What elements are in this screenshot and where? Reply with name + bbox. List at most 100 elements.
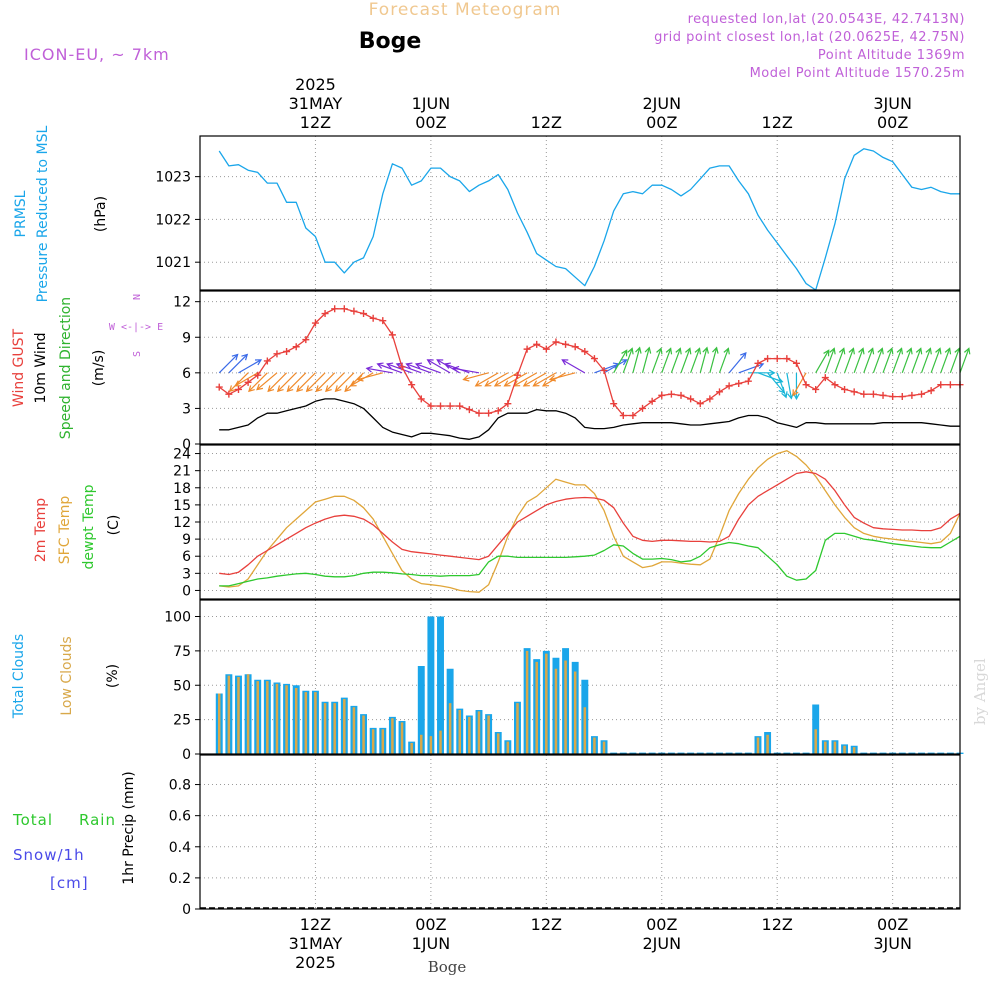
precip-snow-label: Snow/1h [13,846,85,864]
top-time-label: 31MAY [289,94,343,113]
gust-marker [860,390,868,398]
gust-marker [533,340,541,348]
wind-arrow-head [376,362,384,369]
wind-arrow-head [248,385,255,393]
low-cloud-bar [371,729,375,754]
wind-arrow-head [712,346,719,354]
total-cloud-bar [677,752,685,754]
low-clouds-label: Low Clouds [59,636,75,715]
low-cloud-bar [217,693,221,754]
wind-arrow-head [635,346,642,354]
total-cloud-bar [667,752,675,754]
gust-marker [639,404,647,412]
gust-marker [234,385,242,393]
wind-direction-arrow [306,372,326,392]
temp-ytick-label: 12 [173,515,191,531]
gust-marker [513,371,521,379]
gust-marker [263,357,271,365]
wind-direction-arrow [387,363,412,374]
wind-arrow-head [503,380,511,387]
wind-arrow-head [276,385,284,393]
bottom-time-label: 12Z [762,915,793,934]
wind-direction-arrow [238,359,262,374]
wind-arrow-head [462,374,470,382]
wind-direction-arrow [523,372,547,387]
low-cloud-bar [602,741,606,754]
wind-arrow-head [349,380,357,387]
gust-marker [321,310,329,318]
wind-unit: (m/s) [91,350,107,387]
wind-direction-arrow [325,372,345,392]
wind-direction-arrow [594,363,620,374]
wind-arrow-head [532,380,540,387]
gust-marker [735,380,743,388]
pressure-panel: 1021 1022 1023 [155,136,960,290]
wind-arrow-head [867,347,875,355]
wind-arrow-head [405,362,413,369]
top-time-label: 2JUN [642,94,681,113]
wind-direction-arrow [651,348,662,374]
pressure-plot-area [200,136,960,290]
low-cloud-bar [448,703,452,754]
total-cloud-bar [927,752,935,754]
low-cloud-bar [814,729,817,754]
wind-direction-arrow [930,348,941,374]
wind-arrow-head [267,385,275,393]
gust-marker [715,388,723,396]
wind-arrow-head [723,347,730,355]
wind-arrow-head [256,383,264,391]
wind-ytick-label: 0 [182,437,191,453]
wind-arrow-head [493,380,501,387]
bottom-time-label: 2025 [295,953,336,972]
wind-direction-arrow [767,372,785,394]
wind-direction-arrow [824,348,835,374]
low-cloud-bar [246,674,250,754]
wind-arrow-head [829,347,836,355]
location-title: Boge [359,29,422,54]
gust-marker [254,371,262,379]
model-name: ICON-EU, ~ 7km [24,45,170,64]
compass-north: N [132,294,143,300]
gust-marker [841,385,849,393]
gust-marker [369,314,377,322]
low-cloud-bar [275,683,279,754]
precip-snow-unit: [cm] [50,874,89,892]
gust-marker [456,402,464,410]
total-cloud-bar [696,752,704,754]
top-time-label: 2025 [295,75,336,94]
total-cloud-bar [735,752,743,754]
precip-panel: 0 0.2 0.4 0.6 0.8 [169,755,960,918]
temp-ytick-label: 18 [173,481,191,497]
wind-10m-label: 10m Wind [33,332,49,403]
wind-direction-arrow [533,372,557,387]
clouds-ytick-label: 25 [173,713,191,729]
wind-direction-arrow [901,348,912,374]
temp-dewpt-label: dewpt Temp [81,484,97,569]
gust-marker [417,395,425,403]
low-cloud-bar [516,703,519,754]
low-cloud-bar [852,747,856,754]
gust-marker [590,355,598,363]
clouds-ytick-label: 75 [173,644,191,660]
wind-direction-arrow [757,372,783,383]
wind-direction-arrow [709,347,718,373]
wind-ytick-label: 3 [182,401,191,417]
wind-arrow-head [838,347,846,355]
wind-arrow-head [254,359,263,366]
gust-marker [408,381,416,389]
sfc-temp-line [219,450,961,593]
wind-direction-arrow [228,354,248,374]
wind-direction-arrow [513,372,538,387]
low-cloud-bar [410,743,413,754]
total-cloud-bar [417,666,425,754]
wind-direction-arrow [718,348,729,374]
wind-direction-arrow [892,348,903,374]
low-cloud-bar [237,677,240,754]
temp-ytick-label: 15 [173,498,191,514]
gust-marker [687,395,695,403]
wind-arrow-head [858,347,865,355]
gust-marker [783,355,791,363]
total-cloud-bar [648,752,656,754]
total-cloud-bar [687,752,695,754]
